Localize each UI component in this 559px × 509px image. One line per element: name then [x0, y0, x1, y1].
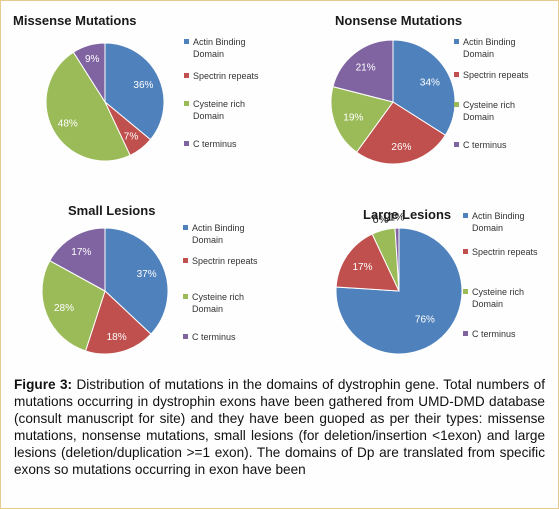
legend-swatch-cysteine — [184, 101, 189, 106]
slice-label-actin: 36% — [133, 80, 153, 91]
legend-label-cysteine: Cysteine rich Domain — [192, 292, 244, 314]
legend-label-cterminus: C terminus — [193, 139, 237, 149]
legend-label-actin: Actin Binding Domain — [192, 223, 245, 245]
chart-title: Large Lesions — [363, 207, 451, 222]
legend-swatch-spectrin — [454, 72, 459, 77]
pie-slice-cysteine — [41, 259, 106, 352]
legend-swatch-cterminus — [463, 331, 468, 336]
legend-swatch-actin — [183, 225, 188, 230]
caption-text: Distribution of mutations in the domains… — [14, 377, 545, 477]
legend-label-cysteine: Cysteine rich Domain — [472, 287, 524, 309]
legend-swatch-spectrin — [184, 73, 189, 78]
slice-label-actin: 34% — [420, 78, 440, 89]
legend-swatch-actin — [454, 39, 459, 44]
pie-slice-spectrin — [355, 101, 447, 165]
legend-swatch-cterminus — [183, 334, 188, 339]
legend-swatch-actin — [184, 39, 189, 44]
charts-area: Missense Mutations 36% 7% 48% 9% Actin Bindin… — [1, 1, 558, 371]
pie-chart-3: Small Lesions 37% 18% 28% 17% Actin Binding Do… — [41, 203, 258, 355]
legend-label-cterminus: C terminus — [192, 332, 236, 342]
slice-label-cysteine: 28% — [54, 303, 74, 314]
slice-label-spectrin: 26% — [391, 142, 411, 153]
caption-label: Figure 3: — [14, 377, 73, 392]
legend-swatch-cterminus — [454, 142, 459, 147]
slice-label-cysteine: 19% — [343, 112, 363, 123]
slice-label-actin: 76% — [415, 315, 435, 326]
pie-slice-cterminus — [332, 39, 394, 103]
legend-label-cysteine: Cysteine rich Domain — [463, 100, 515, 122]
slice-label-actin: 37% — [137, 269, 157, 280]
slice-label-cysteine: 48% — [58, 119, 78, 130]
legend-swatch-cysteine — [454, 102, 459, 107]
pie-chart-4: Large Lesions 76% 17% 6% 1% Actin Binding Doma… — [335, 207, 538, 355]
pie-slice-cterminus — [394, 227, 400, 292]
chart-title: Missense Mutations — [13, 13, 137, 28]
slice-label-cterminus: 21% — [356, 63, 376, 74]
slice-label-spectrin: 18% — [107, 332, 127, 343]
figure-caption: Figure 3: Distribution of mutations in t… — [14, 376, 545, 478]
legend-swatch-cysteine — [183, 294, 188, 299]
legend-label-actin: Actin Binding Domain — [193, 37, 246, 59]
legend-label-cterminus: C terminus — [472, 329, 516, 339]
slice-label-cterminus: 1% — [389, 212, 405, 224]
legend-label-spectrin: Spectrin repeats — [463, 70, 529, 80]
pie-slice-cterminus — [49, 227, 106, 292]
pie-slice-cysteine — [45, 51, 131, 162]
legend-label-spectrin: Spectrin repeats — [192, 256, 258, 266]
slice-label-cysteine: 6% — [373, 214, 389, 226]
pie-slice-cysteine — [330, 85, 394, 153]
legend-swatch-spectrin — [183, 258, 188, 263]
legend-label-cterminus: C terminus — [463, 140, 507, 150]
pie-slice-spectrin — [84, 290, 152, 355]
pie-charts: Missense Mutations 36% 7% 48% 9% Actin Bindin… — [13, 13, 538, 355]
pie-slice-cterminus — [72, 42, 106, 104]
pie-chart-1: Missense Mutations 36% 7% 48% 9% Actin Bindin… — [13, 13, 259, 162]
slice-label-cterminus: 17% — [71, 247, 91, 258]
slice-label-cterminus: 9% — [85, 54, 100, 65]
legend-label-actin: Actin Binding Domain — [463, 37, 516, 59]
slice-label-spectrin: 17% — [352, 262, 372, 273]
legend-label-actin: Actin Binding Domain — [472, 211, 525, 233]
legend-label-spectrin: Spectrin repeats — [193, 71, 259, 81]
legend-label-cysteine: Cysteine rich Domain — [193, 99, 245, 121]
legend-swatch-spectrin — [463, 249, 468, 254]
pie-chart-2: Nonsense Mutations 34% 26% 19% 21% Actin Bind… — [330, 13, 529, 165]
pie-slice-spectrin — [335, 233, 400, 292]
chart-title: Small Lesions — [68, 203, 155, 218]
legend-swatch-cysteine — [463, 289, 468, 294]
legend-swatch-actin — [463, 213, 468, 218]
pie-slice-actin — [104, 227, 169, 335]
pie-slice-actin — [104, 42, 165, 141]
slice-label-spectrin: 7% — [124, 132, 139, 143]
legend-label-spectrin: Spectrin repeats — [472, 247, 538, 257]
legend-swatch-cterminus — [184, 141, 189, 146]
chart-title: Nonsense Mutations — [335, 13, 462, 28]
